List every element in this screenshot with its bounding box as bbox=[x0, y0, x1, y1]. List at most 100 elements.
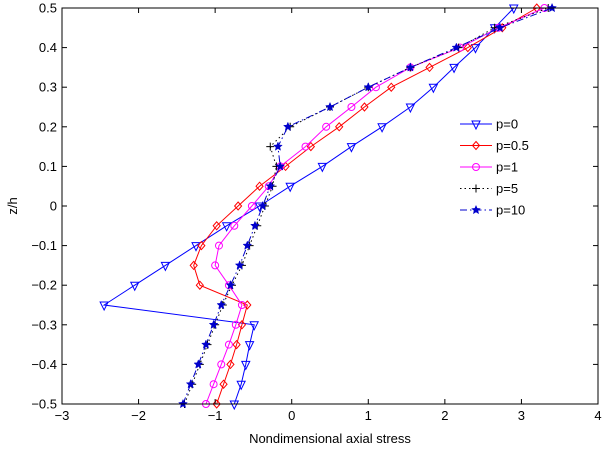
data-point bbox=[301, 142, 310, 151]
data-point-shape bbox=[335, 122, 344, 132]
data-point bbox=[495, 22, 505, 32]
data-point bbox=[325, 101, 335, 112]
data-point-shape bbox=[470, 44, 481, 54]
data-point bbox=[257, 200, 268, 211]
tick-layer: −3 −2 −1 0 1 2 3 4 −0.5 −0.4 −0.3 −0.2 −0.1 0 0.1 0.2 0.… bbox=[31, 1, 601, 424]
data-point-shape bbox=[225, 280, 236, 290]
y-tick-label: 0 bbox=[50, 199, 57, 214]
data-point bbox=[255, 181, 264, 191]
data-point-shape bbox=[250, 220, 260, 230]
data-point-shape bbox=[346, 143, 357, 153]
data-point bbox=[185, 379, 196, 389]
legend-marker-shape bbox=[471, 140, 481, 151]
data-point bbox=[236, 380, 246, 391]
data-point bbox=[282, 121, 293, 131]
legend-item: p=5 bbox=[460, 181, 518, 196]
data-point-shape bbox=[195, 280, 204, 290]
legend-items: p=0 p=0.5 p=1 p=5 p=10 bbox=[460, 117, 529, 218]
legend-label: p=5 bbox=[496, 181, 518, 196]
series-line bbox=[205, 7, 545, 405]
legend-label: p=0 bbox=[496, 117, 518, 132]
data-point-shape bbox=[237, 301, 246, 309]
data-point bbox=[428, 83, 439, 94]
legend: p=0 p=0.5 p=1 p=5 p=10 bbox=[457, 108, 561, 225]
y-tick-label: −0.5 bbox=[31, 397, 57, 412]
x-tick-label: 4 bbox=[594, 408, 601, 423]
data-point bbox=[230, 221, 239, 230]
data-point-shape bbox=[209, 380, 218, 389]
legend-marker-shape bbox=[471, 120, 481, 131]
y-tick-label: 0.5 bbox=[39, 1, 57, 16]
y-tick-label: −0.3 bbox=[31, 317, 57, 332]
data-point-shape bbox=[229, 400, 240, 411]
data-point-shape bbox=[208, 319, 219, 329]
data-point-shape bbox=[242, 240, 253, 250]
legend-item: p=1 bbox=[460, 160, 518, 175]
series-line bbox=[193, 7, 537, 405]
y-tick-label: 0.2 bbox=[39, 119, 57, 134]
data-point-shape bbox=[160, 261, 171, 272]
data-point-shape bbox=[285, 182, 295, 193]
data-point bbox=[265, 181, 276, 191]
data-point bbox=[212, 399, 221, 409]
data-point-shape bbox=[193, 359, 204, 369]
data-point bbox=[250, 220, 260, 230]
data-point-shape bbox=[201, 339, 211, 349]
y-tick-label: −0.2 bbox=[31, 278, 57, 293]
data-point-shape bbox=[214, 241, 223, 250]
series-p=10 bbox=[178, 2, 557, 409]
data-point bbox=[214, 241, 223, 250]
data-point-shape bbox=[363, 82, 374, 92]
x-tick-label: −1 bbox=[208, 408, 223, 423]
data-point bbox=[335, 122, 344, 132]
data-point bbox=[244, 341, 255, 351]
data-point bbox=[240, 360, 251, 371]
data-point bbox=[211, 261, 220, 270]
data-point bbox=[322, 122, 331, 131]
data-point-shape bbox=[449, 63, 459, 74]
data-point bbox=[317, 162, 328, 173]
series-p=0 bbox=[99, 4, 519, 411]
legend-marker bbox=[471, 204, 481, 215]
data-point bbox=[242, 240, 253, 250]
data-point bbox=[346, 143, 357, 153]
legend-label: p=0.5 bbox=[496, 138, 529, 153]
data-point bbox=[360, 102, 369, 112]
data-point bbox=[191, 242, 201, 252]
series-line bbox=[102, 7, 515, 405]
data-point-shape bbox=[217, 360, 226, 369]
data-point-shape bbox=[219, 379, 228, 389]
data-point-shape bbox=[266, 142, 275, 151]
data-point bbox=[225, 280, 236, 290]
data-point-shape bbox=[495, 22, 505, 32]
x-axis-title: Nondimensional axial stress bbox=[249, 431, 411, 446]
data-point bbox=[208, 319, 219, 329]
data-point-shape bbox=[211, 261, 220, 270]
data-point-shape bbox=[216, 299, 227, 310]
data-point bbox=[129, 281, 140, 292]
legend-marker-shape bbox=[472, 184, 480, 193]
data-point bbox=[216, 299, 227, 310]
legend-item: p=10 bbox=[460, 203, 525, 218]
y-tick-label: 0.4 bbox=[39, 40, 57, 55]
data-point bbox=[234, 260, 245, 270]
data-point-shape bbox=[347, 103, 356, 111]
legend-marker bbox=[471, 140, 481, 151]
data-point bbox=[275, 161, 286, 171]
data-point bbox=[470, 44, 481, 54]
data-point-shape bbox=[212, 399, 221, 409]
data-point bbox=[217, 360, 226, 369]
data-point-shape bbox=[226, 359, 235, 370]
data-point-shape bbox=[240, 360, 251, 371]
data-point-shape bbox=[224, 340, 233, 349]
data-point-shape bbox=[231, 320, 240, 329]
y-tick-label: −0.4 bbox=[31, 357, 57, 372]
data-point-shape bbox=[230, 221, 239, 230]
data-point bbox=[425, 62, 434, 73]
data-point-shape bbox=[232, 339, 241, 350]
data-point-shape bbox=[189, 260, 198, 271]
data-point-shape bbox=[282, 121, 293, 131]
data-point-shape bbox=[377, 123, 387, 133]
